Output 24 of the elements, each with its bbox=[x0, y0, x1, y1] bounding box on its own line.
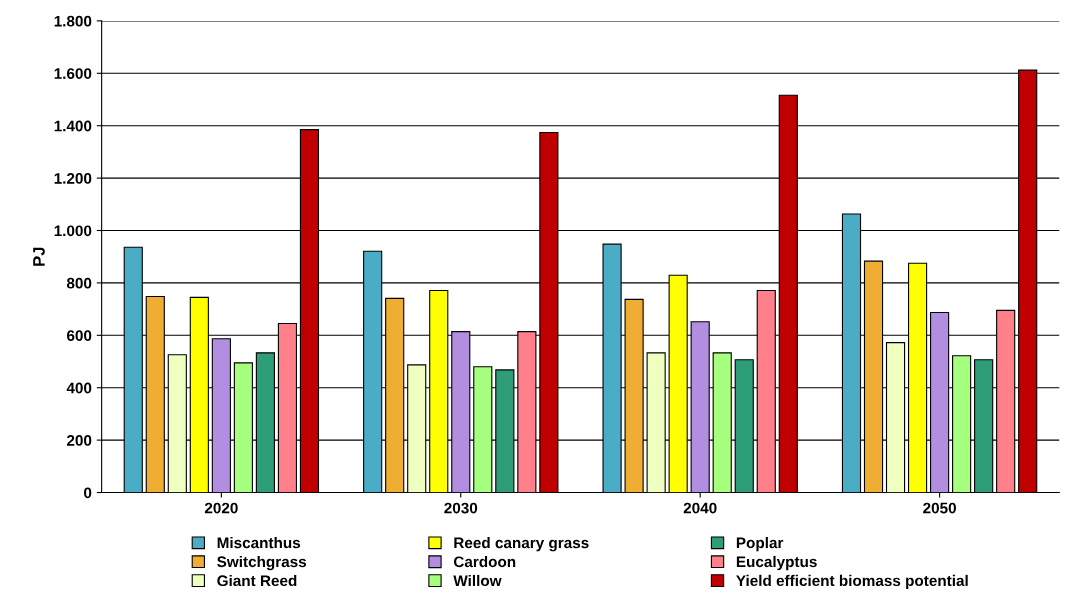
y-axis-title: PJ bbox=[33, 247, 45, 266]
y-tick-label: 1.200 bbox=[54, 172, 92, 184]
legend-label: Giant Reed bbox=[217, 574, 297, 587]
y-tick-label: 1.800 bbox=[54, 15, 92, 27]
x-tick-label: 2040 bbox=[683, 502, 717, 514]
y-tick-label: 0 bbox=[84, 487, 92, 499]
y-tick-label: 800 bbox=[66, 277, 92, 289]
legend-label: Reed canary grass bbox=[454, 537, 589, 552]
y-tick-label: 200 bbox=[66, 434, 92, 446]
legend-label: Cardoon bbox=[453, 555, 516, 568]
y-tick-label: 1.000 bbox=[54, 225, 92, 237]
y-tick-label: 600 bbox=[67, 330, 92, 341]
y-tick-label: 400 bbox=[66, 382, 92, 394]
legend-label: Yield efficient biomass potential bbox=[736, 574, 968, 590]
x-tick-label: 2030 bbox=[444, 502, 478, 514]
x-tick-label: 2020 bbox=[204, 502, 238, 514]
legend-label: Miscanthus bbox=[217, 537, 301, 549]
legend-label: Switchgrass bbox=[217, 555, 307, 571]
y-tick-label: 1.600 bbox=[54, 68, 92, 79]
y-tick-label: 1.400 bbox=[54, 120, 92, 132]
legend-label: Eucalyptus bbox=[736, 555, 817, 571]
legend-label: Poplar bbox=[736, 537, 784, 552]
legend-label: Willow bbox=[453, 574, 502, 587]
x-tick-label: 2050 bbox=[923, 502, 956, 514]
